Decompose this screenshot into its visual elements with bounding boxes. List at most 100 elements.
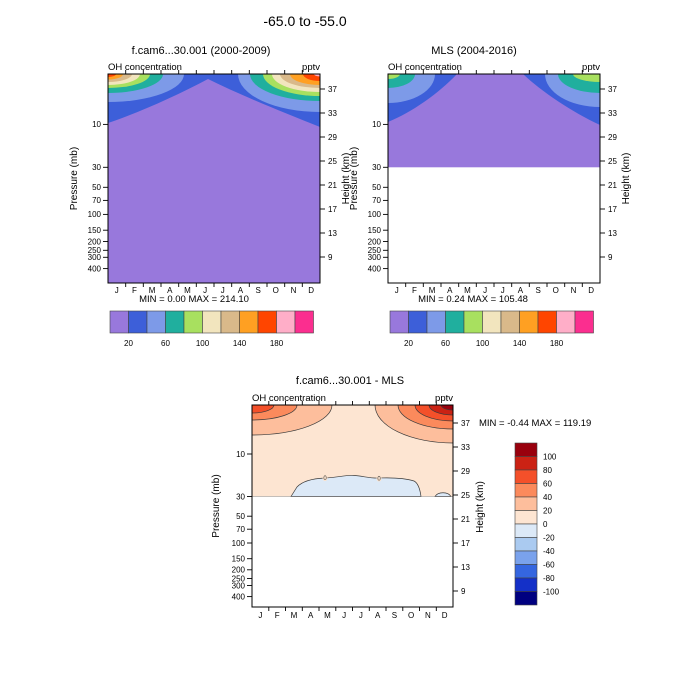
tick-label: S [535,286,540,295]
obs-contour-plot [388,74,600,168]
tick-label: O [553,286,559,295]
pressure-axis-title: Pressure (mb) [211,474,222,537]
tick-label: M [291,611,298,620]
tick-label: 50 [372,183,381,192]
colorbar-swatch [463,310,483,334]
tick-label: 100 [368,210,382,219]
colorbar-swatch [514,537,538,552]
tick-label: N [291,286,297,295]
obs-field-label: OH concentration [388,62,462,73]
tick-label: 100 [543,452,557,461]
x-axis-ticks-bottom [405,283,583,287]
tick-label: 60 [441,339,450,348]
tick-label: D [442,611,448,620]
height-axis: 37 33 29 25 21 17 13 9 [320,85,337,262]
tick-label: -20 [543,533,555,542]
model-panel-title: f.cam6...30.001 (2000-2009) [132,45,271,57]
colorbar-swatch [514,496,538,511]
height-axis: 37 33 29 25 21 17 13 9 [600,85,617,262]
tick-label: 100 [196,339,210,348]
colorbar-swatch [220,310,240,334]
height-axis: 37 33 29 25 21 17 13 9 [453,419,470,596]
tick-label: 80 [543,466,552,475]
tick-label: 400 [232,592,246,601]
tick-label: -100 [543,587,560,596]
x-axis-ticks-top [268,401,437,405]
obs-panel-title: MLS (2004-2016) [431,45,517,57]
tick-label: -80 [543,574,555,583]
band-160-180 [108,74,116,77]
height-axis-title: Height (km) [475,481,486,533]
colorbar-swatch [514,442,538,457]
tick-label: 180 [270,339,284,348]
band-80-100 [388,74,400,79]
colorbar-swatch [482,310,502,334]
height-axis-title: Height (km) [341,153,352,205]
tick-label: 150 [368,226,382,235]
diff-units-label: pptv [435,393,453,404]
tick-label: 9 [608,253,613,262]
tick-label: 200 [232,566,246,575]
tick-label: 37 [608,85,617,94]
tick-label: M [464,286,471,295]
model-units-label: pptv [302,62,320,73]
plot-frame [251,404,454,608]
tick-label: F [412,286,417,295]
colorbar-swatch [276,310,296,334]
diff-panel: f.cam6...30.001 - MLS OH concentration p… [211,375,591,620]
colorbar-swatch [128,310,148,334]
colorbar-swatch [408,310,428,334]
colorbar-swatch [537,310,557,334]
colorbar-swatch [426,310,446,334]
tick-label: 33 [608,109,617,118]
colorbar-swatch [146,310,166,334]
colorbar-swatch [183,310,203,334]
colorbar-swatch [514,564,538,579]
obs-colorbar [389,310,594,334]
model-colorbar-labels: 20 60 100 140 180 [124,339,284,348]
tick-label: 20 [124,339,133,348]
x-axis-ticks-top [405,70,583,74]
tick-label: 140 [233,339,247,348]
tick-label: 9 [461,587,466,596]
tick-label: 70 [236,525,245,534]
tick-label: M [429,286,436,295]
tick-label: S [255,286,260,295]
tick-label: A [518,286,524,295]
plot-frame [387,73,601,284]
tick-label: O [408,611,414,620]
colorbar-swatch [556,310,576,334]
tick-label: 250 [88,246,102,255]
tick-label: -60 [543,560,555,569]
zero-contour-label: 0 [377,477,381,483]
x-axis-ticks-bottom [268,607,437,611]
diff-colorbar-labels: 100 80 60 40 20 0 -20 -40 -60 -80 -100 [543,452,560,596]
tick-label: 13 [608,229,617,238]
band-neg20-0 [290,475,422,497]
tick-label: 37 [328,85,337,94]
tick-label: 300 [232,581,246,590]
plot-frame [107,73,321,284]
x-axis-ticks-bottom [125,283,303,287]
pressure-axis-title: Pressure (mb) [69,147,80,210]
tick-label: 21 [328,181,337,190]
colorbar-swatch [239,310,259,334]
tick-label: A [447,286,453,295]
colorbar-swatch [294,310,314,334]
tick-label: 25 [461,491,470,500]
tick-label: 100 [88,210,102,219]
tick-label: 400 [368,264,382,273]
tick-label: 300 [368,253,382,262]
tick-label: 100 [476,339,490,348]
tick-label: J [203,286,207,295]
pressure-axis-title: Pressure (mb) [349,147,360,210]
colorbar-swatch [514,469,538,484]
tick-label: 17 [328,205,337,214]
tick-label: O [273,286,279,295]
tick-label: 250 [232,574,246,583]
